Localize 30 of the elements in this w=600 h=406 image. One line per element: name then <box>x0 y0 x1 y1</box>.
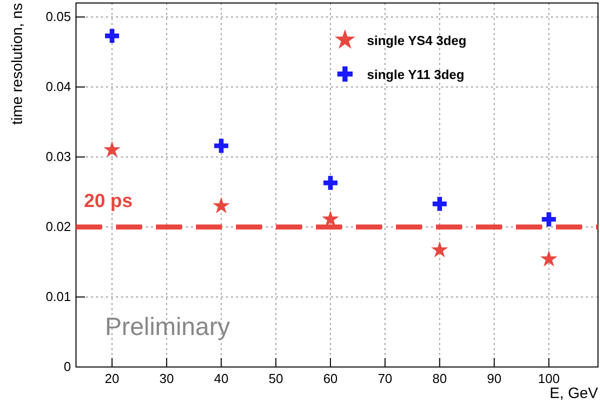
point <box>542 212 556 226</box>
x-tick-label: 80 <box>432 371 447 386</box>
y-tick-label: 0.01 <box>46 289 71 304</box>
point <box>540 250 558 266</box>
point <box>104 141 121 158</box>
ref-line-label: 20 ps <box>84 191 133 212</box>
x-tick-label: 60 <box>323 371 338 386</box>
y-tick-label: 0 <box>64 359 71 374</box>
x-tick-label: 50 <box>268 371 284 386</box>
x-tick-label: 30 <box>159 371 174 386</box>
point <box>431 241 448 258</box>
x-tick-label: 90 <box>487 371 502 386</box>
y-tick-label: 0.05 <box>46 9 71 24</box>
x-tick-label: 100 <box>538 371 560 386</box>
y-tick-label: 0.02 <box>46 219 71 234</box>
point <box>432 196 447 211</box>
point <box>105 28 120 43</box>
point <box>212 197 230 214</box>
x-tick-label: 20 <box>104 371 120 386</box>
y-axis-title: time resolution, ns <box>9 3 26 125</box>
x-axis-title: E, GeV <box>550 385 598 402</box>
point <box>214 138 228 153</box>
y-tick-label: 0.04 <box>46 79 71 94</box>
annotation: Preliminary <box>105 313 231 341</box>
x-tick-label: 70 <box>378 371 392 386</box>
legend-label: single Y11 3deg <box>367 67 464 82</box>
legend-label: single YS4 3deg <box>367 33 467 48</box>
x-tick-label: 40 <box>214 371 228 386</box>
y-tick-label: 0.03 <box>46 149 71 164</box>
point <box>323 176 338 190</box>
